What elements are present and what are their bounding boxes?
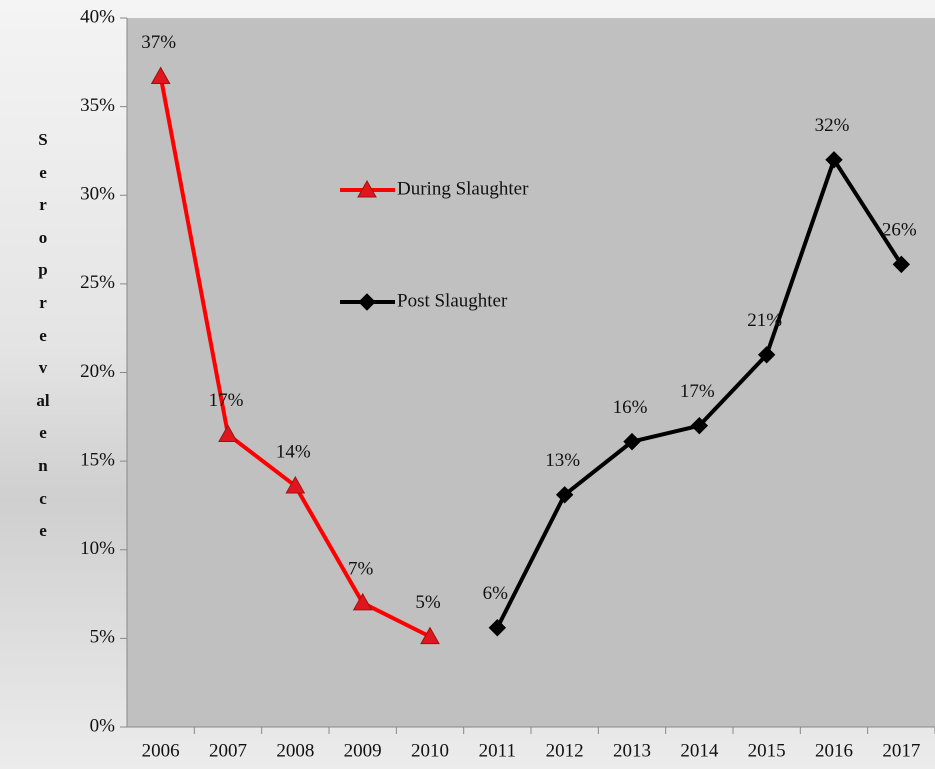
x-tick-label: 2012 xyxy=(546,740,584,761)
x-tick-label: 2007 xyxy=(209,740,247,761)
y-tick-label: 30% xyxy=(80,184,115,205)
y-tick-label: 5% xyxy=(90,627,116,648)
y-tick-label: 0% xyxy=(90,715,116,736)
x-tick-label: 2009 xyxy=(344,740,382,761)
x-tick-label: 2017 xyxy=(882,740,920,761)
x-tick-label: 2008 xyxy=(276,740,314,761)
y-tick-label: 40% xyxy=(80,6,115,27)
x-tick-label: 2010 xyxy=(411,740,449,761)
data-label: 7% xyxy=(348,558,374,579)
data-label: 16% xyxy=(613,397,648,418)
y-tick-label: 25% xyxy=(80,272,115,293)
x-tick-label: 2015 xyxy=(748,740,786,761)
data-label: 14% xyxy=(276,441,311,462)
page: 0% 5% 10% 15% 20% 25% 30% 35% 40% 2006 2007 2008 200… xyxy=(0,0,935,769)
y-tick-label: 35% xyxy=(80,95,115,116)
data-label: 17% xyxy=(209,390,244,411)
data-label: 21% xyxy=(747,310,782,331)
data-label: 5% xyxy=(415,592,441,613)
data-label: 32% xyxy=(815,115,850,136)
y-tick-label: 15% xyxy=(80,449,115,470)
y-tick-label: 20% xyxy=(80,361,115,382)
x-tick-label: 2014 xyxy=(680,740,719,761)
y-tick-label: 10% xyxy=(80,538,115,559)
x-tick-label: 2006 xyxy=(142,740,180,761)
data-label: 6% xyxy=(483,583,509,604)
legend-label: During Slaughter xyxy=(397,178,529,199)
chart: 0% 5% 10% 15% 20% 25% 30% 35% 40% 2006 2007 2008 200… xyxy=(0,0,935,769)
x-tick-label: 2011 xyxy=(479,740,516,761)
y-axis-label: Seroprevalence xyxy=(36,124,50,548)
data-label: 17% xyxy=(680,381,715,402)
data-label: 13% xyxy=(545,450,580,471)
x-tick-label: 2016 xyxy=(815,740,853,761)
data-label: 26% xyxy=(882,220,917,241)
legend-label: Post Slaughter xyxy=(397,290,508,311)
x-tick-label: 2013 xyxy=(613,740,651,761)
data-label: 37% xyxy=(141,32,176,53)
